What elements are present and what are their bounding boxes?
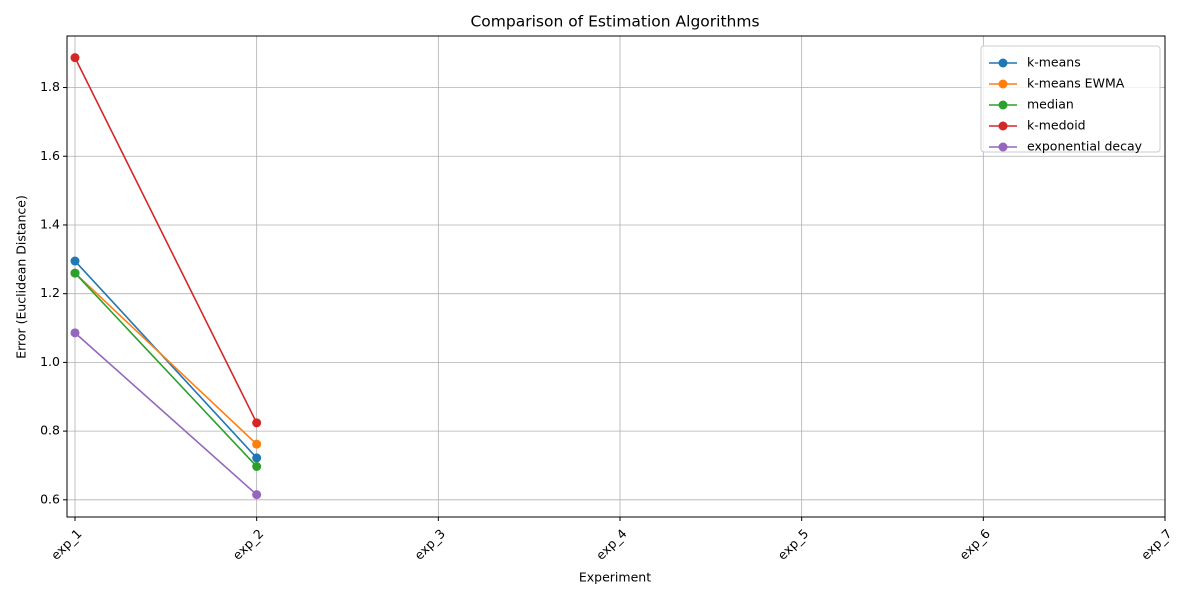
data-point [252,461,262,471]
legend-label: exponential decay [1027,139,1143,154]
y-tick-label: 0.6 [40,491,60,506]
legend-label: k-medoid [1027,118,1086,133]
legend-box [980,45,1161,153]
data-point [70,328,80,338]
data-point [70,53,80,63]
legend-label: k-means [1027,55,1081,70]
series-line [74,272,258,468]
data-point [70,268,80,278]
y-tick-label: 1.4 [40,216,60,231]
x-tick-label: exp_5 [775,526,812,563]
legend-marker [998,79,1008,89]
series-line [74,332,258,496]
x-tick-label: exp_7 [1138,526,1175,563]
y-tick-label: 1.6 [40,148,60,163]
legend-marker [998,142,1008,152]
x-tick-label: exp_1 [48,526,85,563]
x-tick-label: exp_3 [411,526,448,563]
legend-marker [998,121,1008,131]
legend-label: k-means EWMA [1027,76,1125,91]
x-tick-label: exp_2 [230,526,267,563]
y-tick-label: 1.0 [40,354,60,369]
series-line [74,272,258,445]
x-tick-label: exp_4 [593,526,630,563]
y-tick-label: 1.2 [40,285,60,300]
series-line [74,57,258,424]
legend-marker [998,58,1008,68]
data-point [252,453,262,463]
data-point [70,256,80,266]
x-tick-label: exp_6 [956,526,993,563]
y-axis-label: Error (Euclidean Distance) [14,195,29,359]
y-tick-label: 0.8 [40,423,60,438]
legend-label: median [1027,97,1074,112]
data-point [252,439,262,449]
y-tick-label: 1.8 [40,79,60,94]
data-point [252,418,262,428]
x-axis-label: Experiment [579,570,651,585]
data-point [252,490,262,500]
chart-title: Comparison of Estimation Algorithms [470,13,759,31]
plot-frame [66,35,1166,518]
legend-marker [998,100,1008,110]
